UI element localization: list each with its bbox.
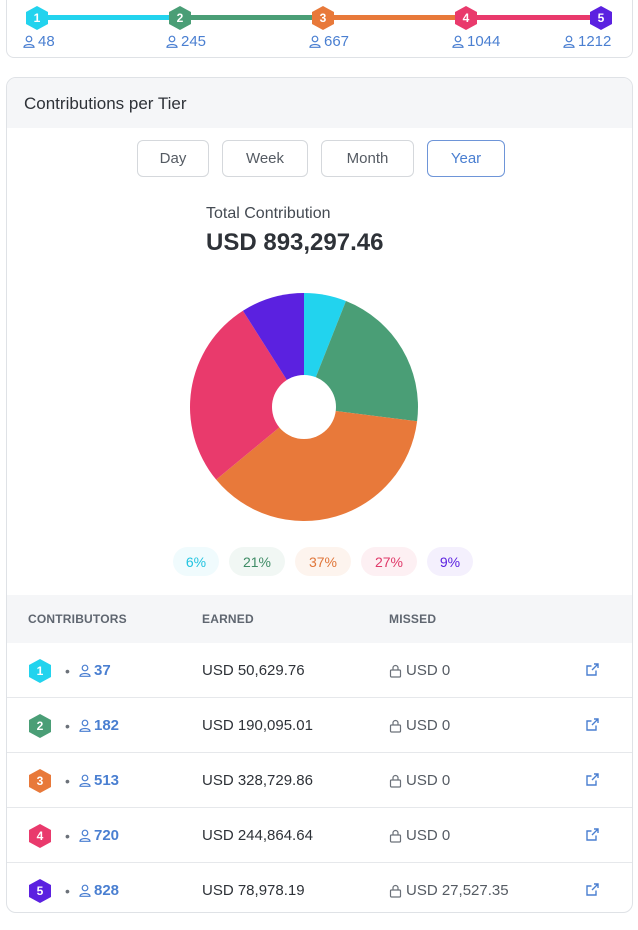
external-link-icon[interactable] [585,717,600,732]
progress-segment-2 [180,15,323,20]
header-earned: EARNED [202,612,254,626]
percent-tier-3: 37% [295,547,351,576]
separator-dot: • [65,663,70,679]
lock-icon [389,884,402,898]
tier-5-count: 1212 [563,33,611,50]
missed-value: USD 0 [389,827,450,844]
user-icon [166,35,178,48]
percent-tier-1: 6% [173,547,219,576]
user-icon [79,664,91,677]
tier-4-badge: 4 [29,824,51,848]
donut-hole [272,375,336,439]
lock-icon [389,829,402,843]
user-icon [452,35,464,48]
user-icon [79,884,91,897]
contributors-count[interactable]: 513 [79,772,119,789]
table-header: CONTRIBUTORS EARNED MISSED [7,595,632,643]
header-contributors: CONTRIBUTORS [28,612,127,626]
table-row: 2 • 182 USD 190,095.01 USD 0 [7,698,632,753]
earned-value: USD 78,978.19 [202,882,305,899]
total-contribution-value: USD 893,297.46 [206,229,384,256]
table-row: 3 • 513 USD 328,729.86 USD 0 [7,753,632,808]
tier-3-badge: 3 [312,6,334,30]
external-link-icon[interactable] [585,882,600,897]
external-link-icon[interactable] [585,827,600,842]
user-icon [79,829,91,842]
user-icon [309,35,321,48]
period-tabs: Day Week Month Year [137,140,505,177]
external-link-icon[interactable] [585,772,600,787]
pie-slice-tier-3 [216,407,418,522]
tab-day[interactable]: Day [137,140,209,177]
percent-tier-2: 21% [229,547,285,576]
total-contribution-label: Total Contribution [206,205,331,222]
progress-segment-3 [323,15,466,20]
card-title: Contributions per Tier [24,94,187,113]
tier-4-count: 1044 [452,33,500,50]
card-header: Contributions per Tier [7,78,632,128]
tier-3-count: 667 [309,33,349,50]
tier-1-count: 48 [23,33,55,50]
user-icon [563,35,575,48]
contributors-count[interactable]: 720 [79,827,119,844]
missed-value: USD 27,527.35 [389,882,509,899]
user-icon [23,35,35,48]
progress-segment-1 [37,15,180,20]
earned-value: USD 190,095.01 [202,717,313,734]
lock-icon [389,774,402,788]
percent-tier-5: 9% [427,547,473,576]
pie-slice-tier-5 [242,293,304,407]
separator-dot: • [65,828,70,844]
tier-5-badge: 5 [29,879,51,903]
earned-value: USD 244,864.64 [202,827,313,844]
progress-segment-4 [466,15,601,20]
missed-value: USD 0 [389,717,450,734]
tier-4-badge: 4 [455,6,477,30]
tab-month[interactable]: Month [321,140,414,177]
percent-legend: 6% 21% 37% 27% 9% [173,547,473,576]
tab-week[interactable]: Week [222,140,308,177]
tier-2-badge: 2 [29,714,51,738]
tab-year[interactable]: Year [427,140,505,177]
separator-dot: • [65,718,70,734]
contribution-donut-chart [190,293,418,522]
table-row: 1 • 37 USD 50,629.76 USD 0 [7,643,632,698]
tier-1-badge: 1 [29,659,51,683]
tier-progress-track: 1 2 3 4 5 48 245 667 1044 1212 [0,0,638,60]
tier-3-badge: 3 [29,769,51,793]
tier-2-badge: 2 [169,6,191,30]
tier-2-count: 245 [166,33,206,50]
tier-5-badge: 5 [590,6,612,30]
table-row: 5 • 828 USD 78,978.19 USD 27,527.35 [7,863,632,912]
contributors-count[interactable]: 37 [79,662,111,679]
header-missed: MISSED [389,612,437,626]
separator-dot: • [65,773,70,789]
missed-value: USD 0 [389,662,450,679]
earned-value: USD 328,729.86 [202,772,313,789]
external-link-icon[interactable] [585,662,600,677]
contributors-count[interactable]: 182 [79,717,119,734]
contributors-count[interactable]: 828 [79,882,119,899]
tier-1-badge: 1 [26,6,48,30]
table-row: 4 • 720 USD 244,864.64 USD 0 [7,808,632,863]
lock-icon [389,664,402,678]
contributions-card: Contributions per Tier Day Week Month Ye… [6,77,633,913]
pie-slice-tier-4 [190,310,304,480]
pie-slice-tier-2 [304,301,418,422]
user-icon [79,774,91,787]
lock-icon [389,719,402,733]
percent-tier-4: 27% [361,547,417,576]
separator-dot: • [65,883,70,899]
earned-value: USD 50,629.76 [202,662,305,679]
missed-value: USD 0 [389,772,450,789]
user-icon [79,719,91,732]
